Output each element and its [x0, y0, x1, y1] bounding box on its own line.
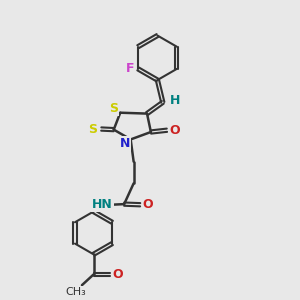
Text: HN: HN	[92, 198, 113, 211]
Text: CH₃: CH₃	[66, 287, 86, 297]
Text: N: N	[119, 137, 130, 150]
Text: O: O	[112, 268, 123, 281]
Text: S: S	[109, 102, 118, 115]
Text: O: O	[142, 198, 153, 211]
Text: O: O	[169, 124, 180, 137]
Text: F: F	[126, 62, 134, 75]
Text: H: H	[169, 94, 180, 107]
Text: S: S	[88, 122, 98, 136]
